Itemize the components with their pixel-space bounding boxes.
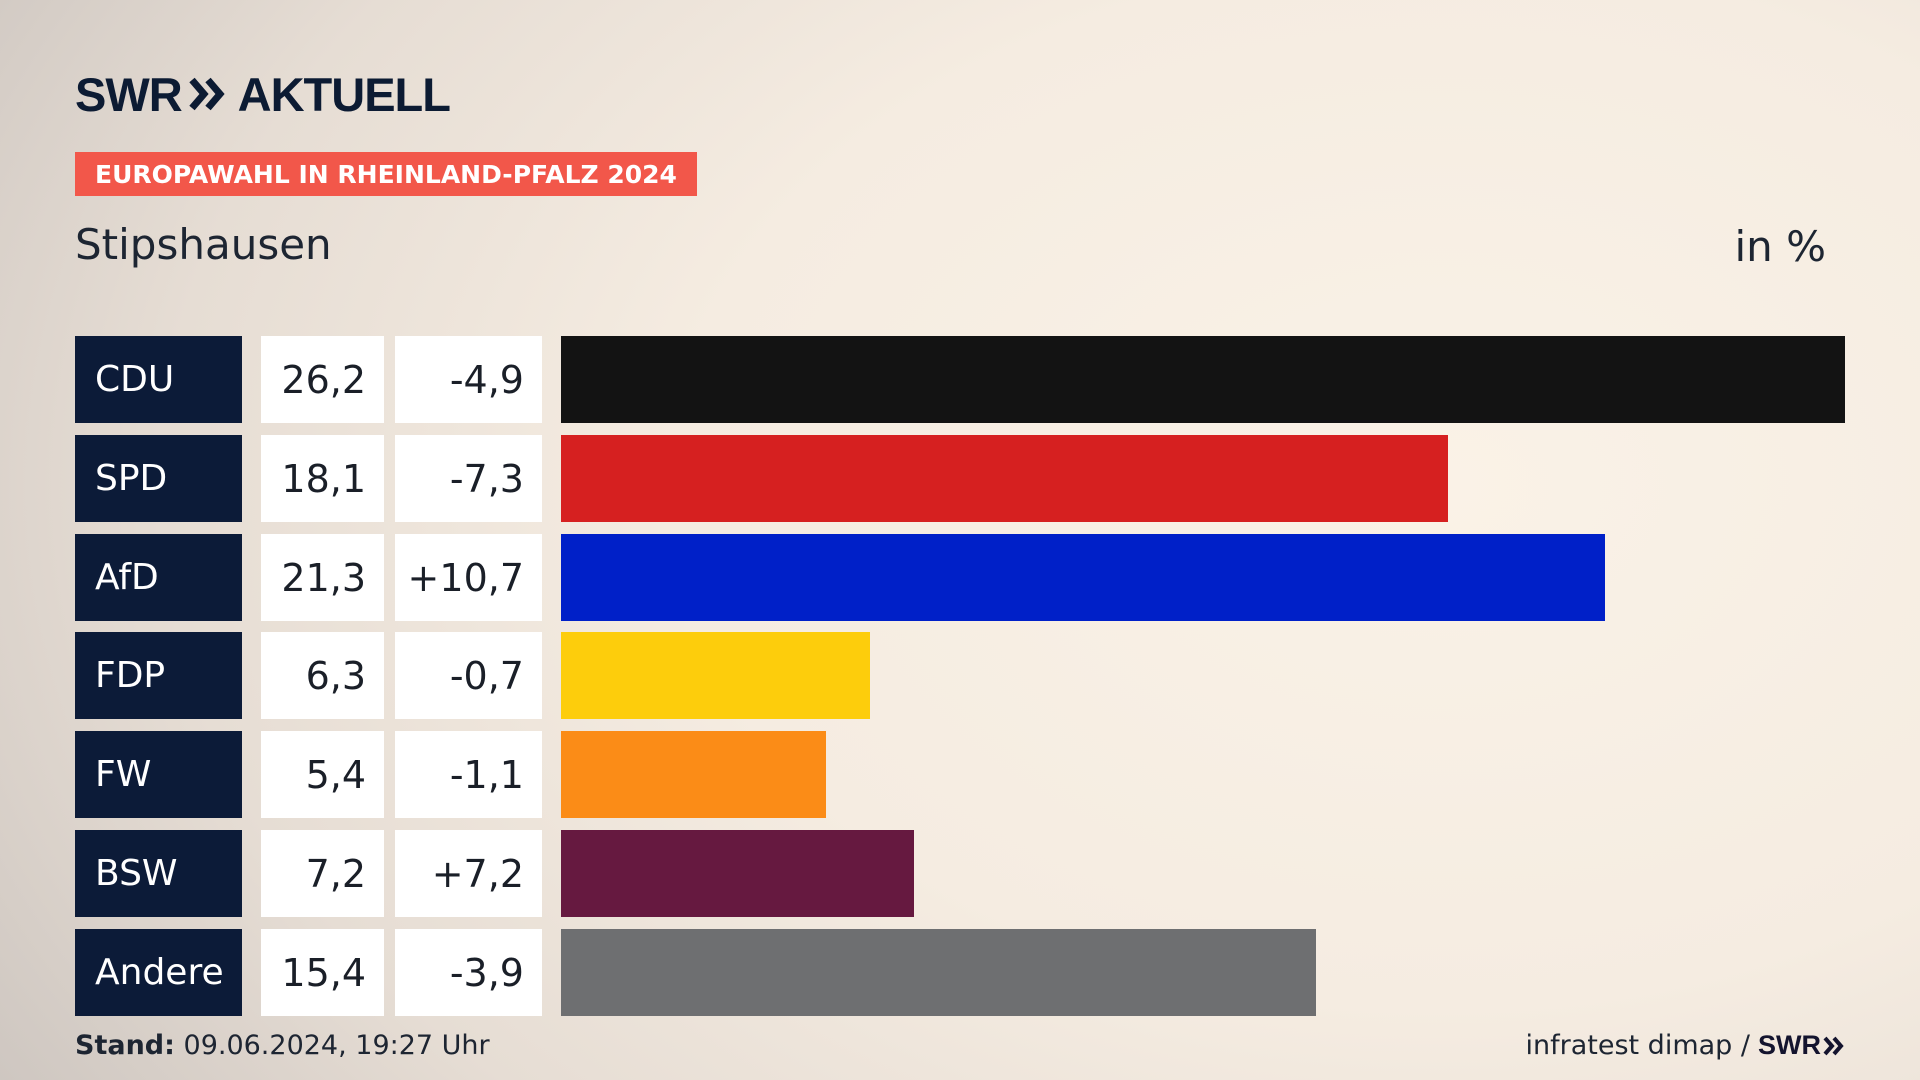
logo-swr-text: SWR (75, 67, 183, 121)
source-text: infratest dimap / (1525, 1030, 1750, 1061)
party-label: FW (75, 731, 242, 818)
change-label: -7,3 (395, 435, 542, 522)
party-label: Andere (75, 929, 242, 1016)
vote-share-label: 15,4 (261, 929, 384, 1016)
result-row: CDU 26,2 -4,9 (75, 336, 1845, 423)
source: infratest dimap / SWR (1525, 1030, 1845, 1061)
vote-share-label: 5,4 (261, 731, 384, 818)
result-bar (561, 336, 1845, 423)
result-row: FW 5,4 -1,1 (75, 731, 1845, 818)
stand-value: 09.06.2024, 19:27 Uhr (183, 1030, 490, 1061)
source-swr-logo: SWR (1758, 1030, 1821, 1060)
stand-label: Stand: (75, 1030, 175, 1061)
result-row: FDP 6,3 -0,7 (75, 632, 1845, 719)
result-bar (561, 731, 826, 818)
chart-subtitle: Stipshausen (75, 220, 332, 269)
swr-aktuell-logo: SWR AKTUELL (75, 66, 451, 122)
vote-share-label: 6,3 (261, 632, 384, 719)
unit-label: in % (1734, 222, 1826, 271)
change-label: -4,9 (395, 336, 542, 423)
vote-share-label: 21,3 (261, 534, 384, 621)
vote-share-label: 7,2 (261, 830, 384, 917)
result-row: BSW 7,2 +7,2 (75, 830, 1845, 917)
party-label: CDU (75, 336, 242, 423)
vote-share-label: 18,1 (261, 435, 384, 522)
party-label: SPD (75, 435, 242, 522)
change-label: -1,1 (395, 731, 542, 818)
timestamp: Stand: 09.06.2024, 19:27 Uhr (75, 1030, 490, 1061)
change-label: +10,7 (395, 534, 542, 621)
change-label: -3,9 (395, 929, 542, 1016)
result-row: SPD 18,1 -7,3 (75, 435, 1845, 522)
result-bar (561, 435, 1448, 522)
double-chevron-icon (188, 77, 225, 111)
result-bar (561, 929, 1316, 1016)
change-label: -0,7 (395, 632, 542, 719)
logo-aktuell-text: AKTUELL (237, 67, 451, 121)
party-label: FDP (75, 632, 242, 719)
change-label: +7,2 (395, 830, 542, 917)
vote-share-label: 26,2 (261, 336, 384, 423)
election-tag: EUROPAWAHL IN RHEINLAND-PFALZ 2024 (75, 152, 697, 196)
result-row: AfD 21,3 +10,7 (75, 534, 1845, 621)
party-label: AfD (75, 534, 242, 621)
result-bar (561, 534, 1605, 621)
result-bar (561, 830, 914, 917)
party-label: BSW (75, 830, 242, 917)
result-row: Andere 15,4 -3,9 (75, 929, 1845, 1016)
result-bar (561, 632, 870, 719)
small-double-chevron-icon (1823, 1036, 1844, 1055)
